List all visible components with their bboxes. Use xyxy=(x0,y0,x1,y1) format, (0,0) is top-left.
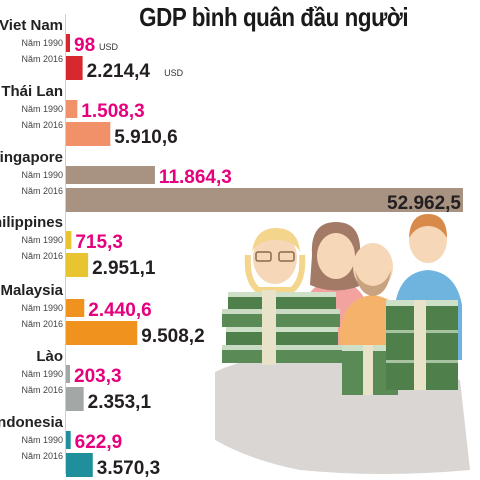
country-label: Singapore xyxy=(0,149,63,166)
bar-1990 xyxy=(66,431,71,449)
money-stack-icon-right xyxy=(386,300,458,390)
bar-groups: Viet Nam Năm 1990 98 USD Năm 2016 2.214,4 USD T… xyxy=(0,17,463,479)
value-label: 11.864,3 xyxy=(159,167,232,188)
country-label: Viet Nam xyxy=(0,17,63,34)
value-label: 98 xyxy=(74,35,95,56)
bar-1990 xyxy=(66,166,155,184)
year-label: Năm 1990 xyxy=(21,235,63,245)
value-label: 52.962,5 xyxy=(387,193,461,214)
bar-1990 xyxy=(66,231,72,249)
money-stack-icon-left xyxy=(222,290,342,365)
value-label: 715,3 xyxy=(75,232,123,253)
country-label: Lào xyxy=(36,348,63,365)
bar-2016 xyxy=(66,321,138,345)
year-label: Năm 2016 xyxy=(21,385,63,395)
year-label: Năm 1990 xyxy=(21,104,63,114)
country-group: Philippines Năm 1990 715,3 Năm 2016 2.951,1 xyxy=(0,214,156,279)
value-label: 9.508,2 xyxy=(141,326,204,347)
value-label: 2.353,1 xyxy=(88,392,152,413)
bar-2016 xyxy=(66,56,83,80)
year-label: Năm 2016 xyxy=(21,319,63,329)
year-label: Năm 2016 xyxy=(21,186,63,196)
year-label: Năm 1990 xyxy=(21,170,63,180)
country-label: Malaysia xyxy=(0,282,63,299)
year-label: Năm 2016 xyxy=(21,451,63,461)
year-label: Năm 2016 xyxy=(21,54,63,64)
chart-title: GDP bình quân đầu người xyxy=(139,2,409,32)
bar-1990 xyxy=(66,299,85,317)
year-label: Năm 1990 xyxy=(21,303,63,313)
bar-1990 xyxy=(66,34,70,52)
bar-1990 xyxy=(66,365,70,383)
year-label: Năm 1990 xyxy=(21,435,63,445)
people-with-money-stacks-icon xyxy=(215,214,470,474)
country-group: Lào Năm 1990 203,3 Năm 2016 2.353,1 xyxy=(21,348,151,413)
value-label: 5.910,6 xyxy=(114,127,177,148)
country-group: Singapore Năm 1990 11.864,3 Năm 2016 52.962,… xyxy=(0,149,463,214)
value-label: 2.214,4 xyxy=(87,61,151,82)
country-group: Indonesia Năm 1990 622,9 Năm 2016 3.570,3 xyxy=(0,414,160,479)
country-label: Philippines xyxy=(0,214,63,231)
value-label: 622,9 xyxy=(75,432,123,453)
country-group: Thái Lan Năm 1990 1.508,3 Năm 2016 5.910,6 xyxy=(1,83,177,148)
bar-2016 xyxy=(66,453,93,477)
country-group: Viet Nam Năm 1990 98 USD Năm 2016 2.214,4 USD xyxy=(0,17,184,82)
bar-2016 xyxy=(66,188,463,212)
bar-2016 xyxy=(66,387,84,411)
value-label: 3.570,3 xyxy=(97,458,160,479)
value-label: 2.951,1 xyxy=(92,258,156,279)
value-label: 2.440,6 xyxy=(88,300,151,321)
year-label: Năm 2016 xyxy=(21,120,63,130)
bar-1990 xyxy=(66,100,78,118)
bar-2016 xyxy=(66,253,89,277)
unit-label: USD xyxy=(99,42,119,52)
value-label: 1.508,3 xyxy=(81,101,144,122)
country-label: Indonesia xyxy=(0,414,64,431)
country-label: Thái Lan xyxy=(1,83,63,100)
bar-2016 xyxy=(66,122,111,146)
year-label: Năm 2016 xyxy=(21,251,63,261)
country-group: Malaysia Năm 1990 2.440,6 Năm 2016 9.508,2 xyxy=(0,282,204,347)
unit-label: USD xyxy=(164,68,184,78)
year-label: Năm 1990 xyxy=(21,38,63,48)
value-label: 203,3 xyxy=(74,366,122,387)
year-label: Năm 1990 xyxy=(21,369,63,379)
